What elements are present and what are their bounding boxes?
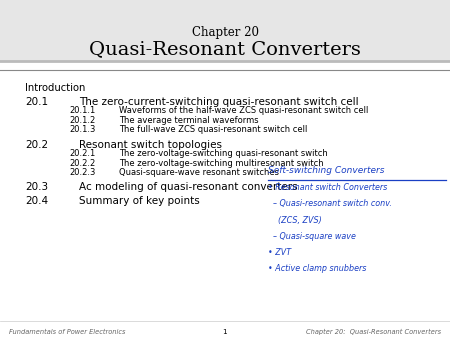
Text: Waveforms of the half-wave ZCS quasi-resonant switch cell: Waveforms of the half-wave ZCS quasi-res… <box>119 106 369 116</box>
Text: Chapter 20: Chapter 20 <box>192 26 258 39</box>
Text: 20.1: 20.1 <box>25 97 48 107</box>
Text: 1: 1 <box>223 329 227 335</box>
Text: 20.4: 20.4 <box>25 196 48 207</box>
Text: – Quasi-resonant switch conv.: – Quasi-resonant switch conv. <box>268 199 392 209</box>
Text: Fundamentals of Power Electronics: Fundamentals of Power Electronics <box>9 329 126 335</box>
Text: The full-wave ZCS quasi-resonant switch cell: The full-wave ZCS quasi-resonant switch … <box>119 125 308 135</box>
FancyBboxPatch shape <box>0 0 450 61</box>
Text: Introduction: Introduction <box>25 83 85 93</box>
Text: • Active clamp snubbers: • Active clamp snubbers <box>268 264 366 273</box>
Text: Soft-switching Converters: Soft-switching Converters <box>268 166 384 175</box>
Text: – Quasi-square wave: – Quasi-square wave <box>268 232 356 241</box>
Text: Quasi-Resonant Converters: Quasi-Resonant Converters <box>89 40 361 58</box>
Text: The average terminal waveforms: The average terminal waveforms <box>119 116 259 125</box>
Text: 20.2: 20.2 <box>25 140 48 150</box>
Text: The zero-current-switching quasi-resonant switch cell: The zero-current-switching quasi-resonan… <box>79 97 358 107</box>
Text: 20.2.3: 20.2.3 <box>70 168 96 177</box>
Text: Quasi-square-wave resonant switches: Quasi-square-wave resonant switches <box>119 168 279 177</box>
Text: • Resonant switch Converters: • Resonant switch Converters <box>268 183 387 192</box>
Text: The zero-voltage-switching quasi-resonant switch: The zero-voltage-switching quasi-resonan… <box>119 149 328 158</box>
Text: 20.1.3: 20.1.3 <box>70 125 96 135</box>
Text: Summary of key points: Summary of key points <box>79 196 199 207</box>
Text: 20.1.1: 20.1.1 <box>70 106 96 116</box>
Text: The zero-voltage-switching multiresonant switch: The zero-voltage-switching multiresonant… <box>119 159 324 168</box>
Text: 20.2.1: 20.2.1 <box>70 149 96 158</box>
Text: Ac modeling of quasi-resonant converters: Ac modeling of quasi-resonant converters <box>79 182 297 192</box>
Text: Resonant switch topologies: Resonant switch topologies <box>79 140 222 150</box>
Text: 20.1.2: 20.1.2 <box>70 116 96 125</box>
Text: 20.2.2: 20.2.2 <box>70 159 96 168</box>
Text: • ZVT: • ZVT <box>268 248 291 257</box>
Text: 20.3: 20.3 <box>25 182 48 192</box>
Text: Chapter 20:  Quasi-Resonant Converters: Chapter 20: Quasi-Resonant Converters <box>306 329 441 335</box>
Text: (ZCS, ZVS): (ZCS, ZVS) <box>268 216 321 225</box>
